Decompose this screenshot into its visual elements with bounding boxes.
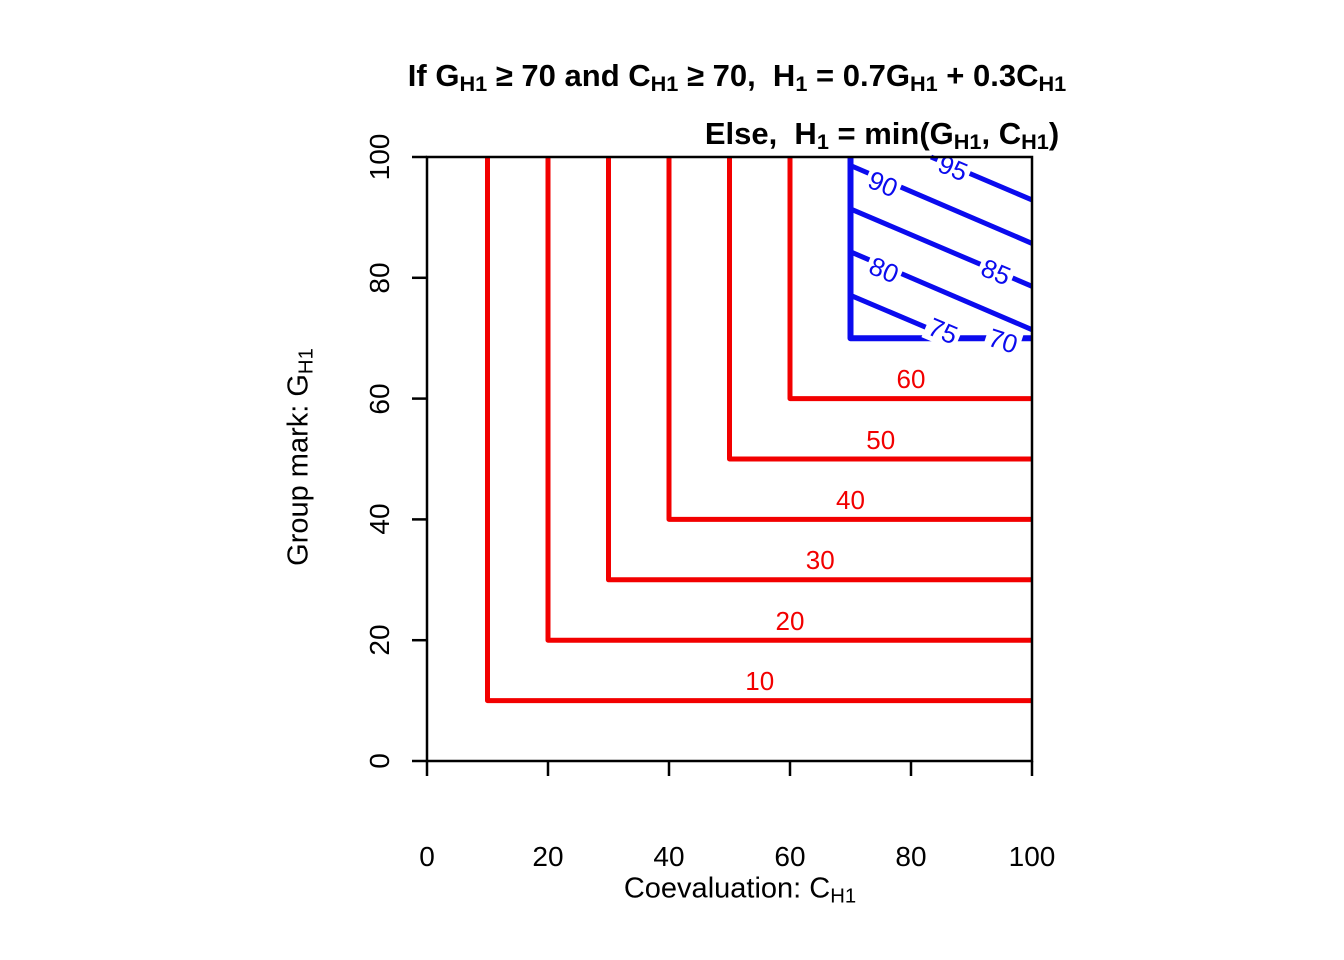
text-segment: If G (407, 58, 460, 93)
x-tick-label-80: 80 (895, 841, 927, 872)
x-tick-label-40: 40 (653, 841, 685, 872)
subscript-text: H1 (1021, 129, 1049, 155)
text-segment: = min(G (828, 116, 954, 151)
chart-title-line1: If GH1 ≥ 70 and CH1 ≥ 70, H1 = 0.7GH1 + … (407, 58, 1067, 97)
subscript-text: H1 (953, 129, 982, 155)
contour-label-30: 30 (805, 545, 835, 576)
y-tick-label-60: 60 (364, 383, 395, 415)
text-segment: + 0.3C (937, 58, 1039, 93)
contour-line-60 (787, 157, 1032, 402)
text-segment: ≥ 70 and C (487, 58, 651, 93)
x-tick-label-20: 20 (532, 841, 564, 872)
x-tick-label-0: 0 (419, 841, 435, 872)
contour-label-50: 50 (866, 424, 896, 455)
text-segment: Coevaluation: C (623, 872, 831, 905)
chart-title-line2: Else, H1 = min(GH1, CH1) (704, 116, 1060, 155)
contour-line-30 (606, 157, 1032, 583)
contour-line-20 (545, 157, 1032, 643)
contour-line-10 (485, 157, 1032, 704)
contour-line-50 (727, 157, 1032, 462)
text-segment: ) (1048, 116, 1060, 151)
contour-label-20: 20 (775, 605, 805, 636)
subscript-text: 1 (816, 129, 829, 155)
subscript-text: 1 (795, 71, 808, 97)
text-segment: , C (981, 116, 1022, 151)
text-segment: ≥ 70, H (678, 58, 796, 93)
text-segment: Else, H (704, 116, 817, 151)
y-tick-label-80: 80 (364, 262, 395, 294)
subscript-text: H1 (650, 71, 679, 97)
x-axis-title: Coevaluation: CH1 (623, 872, 857, 908)
subscript-text: H1 (830, 885, 857, 908)
y-tick-label-100: 100 (364, 133, 395, 181)
y-tick-label-20: 20 (364, 624, 395, 656)
text-segment: = 0.7G (807, 58, 910, 93)
plot-box (425, 155, 1034, 763)
y-tick-label-40: 40 (364, 503, 395, 535)
contour-label-10: 10 (745, 666, 775, 697)
subscript-text: H1 (459, 71, 488, 97)
contour-line-40 (666, 157, 1032, 522)
y-tick-label-0: 0 (364, 753, 395, 769)
subscript-text: H1 (909, 71, 938, 97)
subscript-text: H1 (1038, 71, 1067, 97)
contour-label-60: 60 (896, 364, 926, 395)
x-tick-label-60: 60 (774, 841, 806, 872)
x-tick-label-100: 100 (1008, 841, 1056, 872)
contour-line-70 (847, 157, 1032, 342)
contour-label-40: 40 (836, 485, 865, 516)
